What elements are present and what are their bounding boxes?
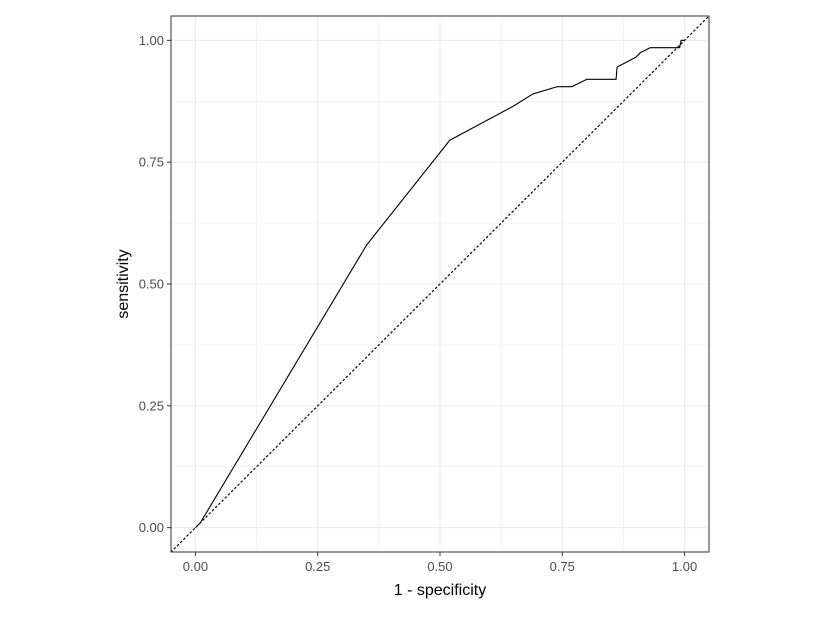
x-tick-label: 1.00: [672, 559, 697, 574]
axes: 0.00 0.25 0.50 0.75 1.00 0.00 0.25 0.50 0.75 1.00: [139, 33, 698, 574]
x-tick-label: 0.75: [550, 559, 575, 574]
y-tick-label: 0.50: [139, 277, 164, 292]
reference-diagonal-line: [170, 15, 710, 553]
y-tick-label: 1.00: [139, 33, 164, 48]
x-tick-label: 0.00: [183, 559, 208, 574]
y-axis-title: sensitivity: [115, 249, 132, 318]
y-tick-label: 0.25: [139, 398, 164, 413]
y-tick-label: 0.00: [139, 520, 164, 535]
roc-curve-line: [195, 39, 685, 529]
y-tick-label: 0.75: [139, 155, 164, 170]
x-axis-title: 1 - specificity: [394, 582, 486, 599]
data-layer: [170, 15, 710, 553]
x-tick-label: 0.50: [427, 559, 452, 574]
x-tick-label: 0.25: [305, 559, 330, 574]
grid-lines: [171, 16, 709, 552]
